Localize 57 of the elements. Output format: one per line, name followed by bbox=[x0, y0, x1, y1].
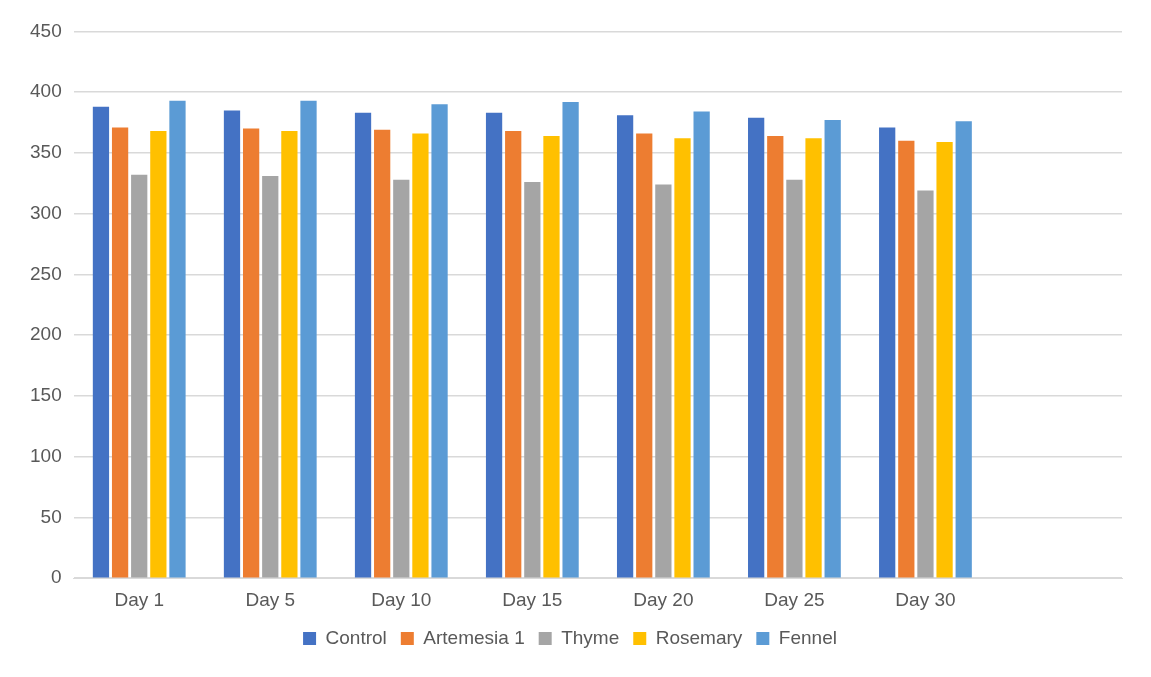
bar bbox=[767, 135, 784, 578]
legend-label: Thyme bbox=[561, 626, 620, 648]
x-tick-label: Day 10 bbox=[371, 588, 432, 610]
y-tick-label: 100 bbox=[30, 444, 62, 466]
bar bbox=[562, 101, 579, 578]
x-tick-label: Day 30 bbox=[895, 588, 956, 610]
y-tick-label: 400 bbox=[30, 80, 62, 102]
bar bbox=[393, 179, 410, 578]
x-tick-label: Day 5 bbox=[245, 588, 296, 610]
bar bbox=[300, 100, 317, 578]
y-tick-label: 450 bbox=[30, 19, 62, 41]
legend-label: Rosemary bbox=[655, 626, 743, 648]
bar bbox=[936, 141, 953, 578]
bar bbox=[111, 127, 129, 578]
y-tick-label: 50 bbox=[40, 505, 62, 527]
bar bbox=[374, 129, 391, 578]
legend-label: Fennel bbox=[778, 626, 837, 648]
bar bbox=[693, 111, 710, 578]
y-tick-label: 150 bbox=[30, 384, 62, 406]
y-tick-label: 0 bbox=[51, 566, 62, 588]
bar bbox=[636, 133, 653, 578]
bar bbox=[169, 100, 186, 578]
legend-label: Control bbox=[325, 626, 387, 648]
bar bbox=[354, 112, 372, 578]
x-tick-label: Day 25 bbox=[764, 588, 825, 610]
bar bbox=[131, 174, 148, 578]
legend-label: Artemesia 1 bbox=[423, 626, 525, 648]
bar bbox=[955, 121, 972, 578]
bar bbox=[524, 182, 541, 578]
x-tick-label: Day 20 bbox=[633, 588, 694, 610]
bar bbox=[655, 184, 672, 578]
bar bbox=[748, 117, 765, 578]
bar bbox=[674, 138, 691, 578]
y-tick-label: 300 bbox=[30, 201, 62, 223]
bar bbox=[242, 128, 260, 578]
bar bbox=[898, 140, 915, 578]
bar bbox=[824, 120, 841, 578]
bar bbox=[92, 106, 110, 578]
bar bbox=[223, 110, 241, 578]
bar bbox=[281, 131, 298, 578]
y-tick-label: 200 bbox=[30, 323, 62, 345]
bar bbox=[786, 179, 803, 578]
bar bbox=[485, 112, 503, 578]
bar bbox=[412, 133, 429, 578]
bar bbox=[543, 135, 560, 578]
bar bbox=[917, 190, 934, 578]
y-tick-label: 350 bbox=[30, 141, 62, 163]
x-tick-label: Day 15 bbox=[502, 588, 563, 610]
y-tick-label: 250 bbox=[30, 262, 62, 284]
bar bbox=[505, 131, 522, 578]
x-tick-label: Day 1 bbox=[114, 588, 165, 610]
bar bbox=[805, 138, 822, 578]
bar bbox=[431, 104, 448, 578]
bar bbox=[879, 127, 896, 578]
bar bbox=[150, 131, 167, 578]
bar bbox=[616, 115, 634, 578]
bar bbox=[262, 176, 279, 578]
